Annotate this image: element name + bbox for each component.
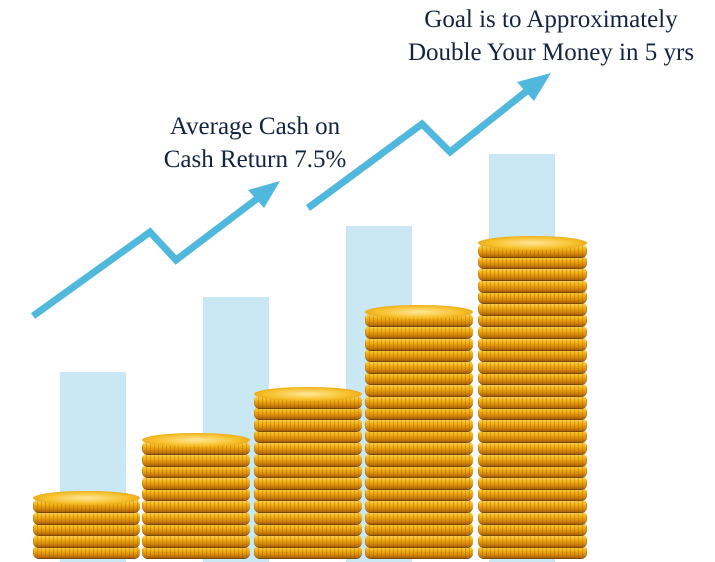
arrowhead-2: [517, 73, 551, 101]
coin-icon: [478, 394, 587, 408]
coin-top-icon: [365, 305, 473, 320]
coin-icon: [142, 522, 250, 536]
coin-icon: [365, 522, 473, 536]
coin-icon: [365, 336, 473, 350]
coin-icon: [478, 487, 587, 501]
coin-icon: [478, 278, 587, 292]
coin-icon: [365, 533, 473, 547]
coin-icon: [478, 510, 587, 524]
coin-icon: [365, 498, 473, 512]
coin-icon: [142, 452, 250, 466]
growth-arrow-icon-2: [305, 87, 531, 211]
coin-icon: [365, 464, 473, 478]
coin-icon: [478, 266, 587, 280]
coin-icon: [478, 545, 587, 559]
coin-icon: [478, 359, 587, 373]
coin-icon: [365, 324, 473, 338]
goal-line-1: Goal is to Approximately: [424, 6, 678, 33]
coin-icon: [142, 464, 250, 478]
coin-icon: [33, 545, 140, 559]
growth-arrow-icon-1: [30, 195, 261, 319]
coin-icon: [142, 510, 250, 524]
coin-top-icon: [142, 433, 250, 447]
cash-return-caption: Average Cash on Cash Return 7.5%: [140, 110, 370, 176]
coin-icon: [478, 429, 587, 443]
coin-icon: [365, 475, 473, 489]
coin-icon: [478, 417, 587, 431]
coin-icon: [365, 348, 473, 362]
coin-stack-3: [254, 386, 362, 559]
coin-icon: [478, 255, 587, 269]
coin-icon: [478, 498, 587, 512]
coin-icon: [478, 382, 587, 396]
cash-return-line-2: Cash Return 7.5%: [163, 146, 347, 173]
coin-top-icon: [478, 235, 587, 250]
coin-icon: [254, 440, 362, 454]
coin-icon: [254, 452, 362, 466]
coin-icon: [365, 371, 473, 385]
coin-icon: [142, 475, 250, 489]
coin-icon: [365, 487, 473, 501]
coin-icon: [254, 429, 362, 443]
coin-icon: [478, 475, 587, 489]
coin-icon: [478, 336, 587, 350]
coin-icon: [365, 510, 473, 524]
coin-icon: [254, 533, 362, 547]
coin-icon: [478, 313, 587, 327]
coin-icon: [33, 510, 140, 524]
cash-return-line-1: Average Cash on: [169, 113, 341, 140]
coin-icon: [365, 452, 473, 466]
coin-icon: [365, 417, 473, 431]
coin-icon: [254, 475, 362, 489]
coin-top-icon: [254, 386, 362, 401]
coin-stack-5: [478, 235, 587, 559]
coin-icon: [478, 533, 587, 547]
coin-stack-1: [33, 491, 140, 559]
goal-line-2: Double Your Money in 5 yrs: [407, 39, 695, 66]
coin-icon: [33, 533, 140, 547]
coin-icon: [365, 440, 473, 454]
coin-icon: [254, 510, 362, 524]
coin-icon: [365, 429, 473, 443]
coin-icon: [478, 406, 587, 420]
coin-icon: [254, 498, 362, 512]
coin-icon: [254, 417, 362, 431]
coin-top-icon: [33, 491, 140, 505]
coin-icon: [254, 464, 362, 478]
coin-icon: [365, 359, 473, 373]
coin-icon: [142, 533, 250, 547]
coin-icon: [254, 522, 362, 536]
coin-icon: [478, 301, 587, 315]
coin-stack-4: [365, 305, 473, 559]
coin-icon: [254, 406, 362, 420]
coin-icon: [478, 348, 587, 362]
coin-icon: [365, 394, 473, 408]
coin-icon: [478, 440, 587, 454]
coin-icon: [365, 545, 473, 559]
coin-icon: [365, 382, 473, 396]
coin-icon: [254, 545, 362, 559]
arrowhead-1: [248, 181, 280, 208]
coin-icon: [478, 324, 587, 338]
coin-icon: [478, 452, 587, 466]
coin-icon: [478, 371, 587, 385]
coin-icon: [142, 499, 250, 512]
coin-icon: [478, 290, 587, 304]
coin-icon: [478, 464, 587, 478]
coin-icon: [365, 406, 473, 420]
coin-icon: [254, 487, 362, 501]
coin-icon: [478, 522, 587, 536]
coin-icon: [142, 487, 250, 501]
coin-stack-2: [142, 433, 250, 559]
goal-caption: Goal is to Approximately Double Your Mon…: [385, 3, 715, 69]
coin-icon: [33, 522, 140, 536]
coin-icon: [142, 545, 250, 559]
